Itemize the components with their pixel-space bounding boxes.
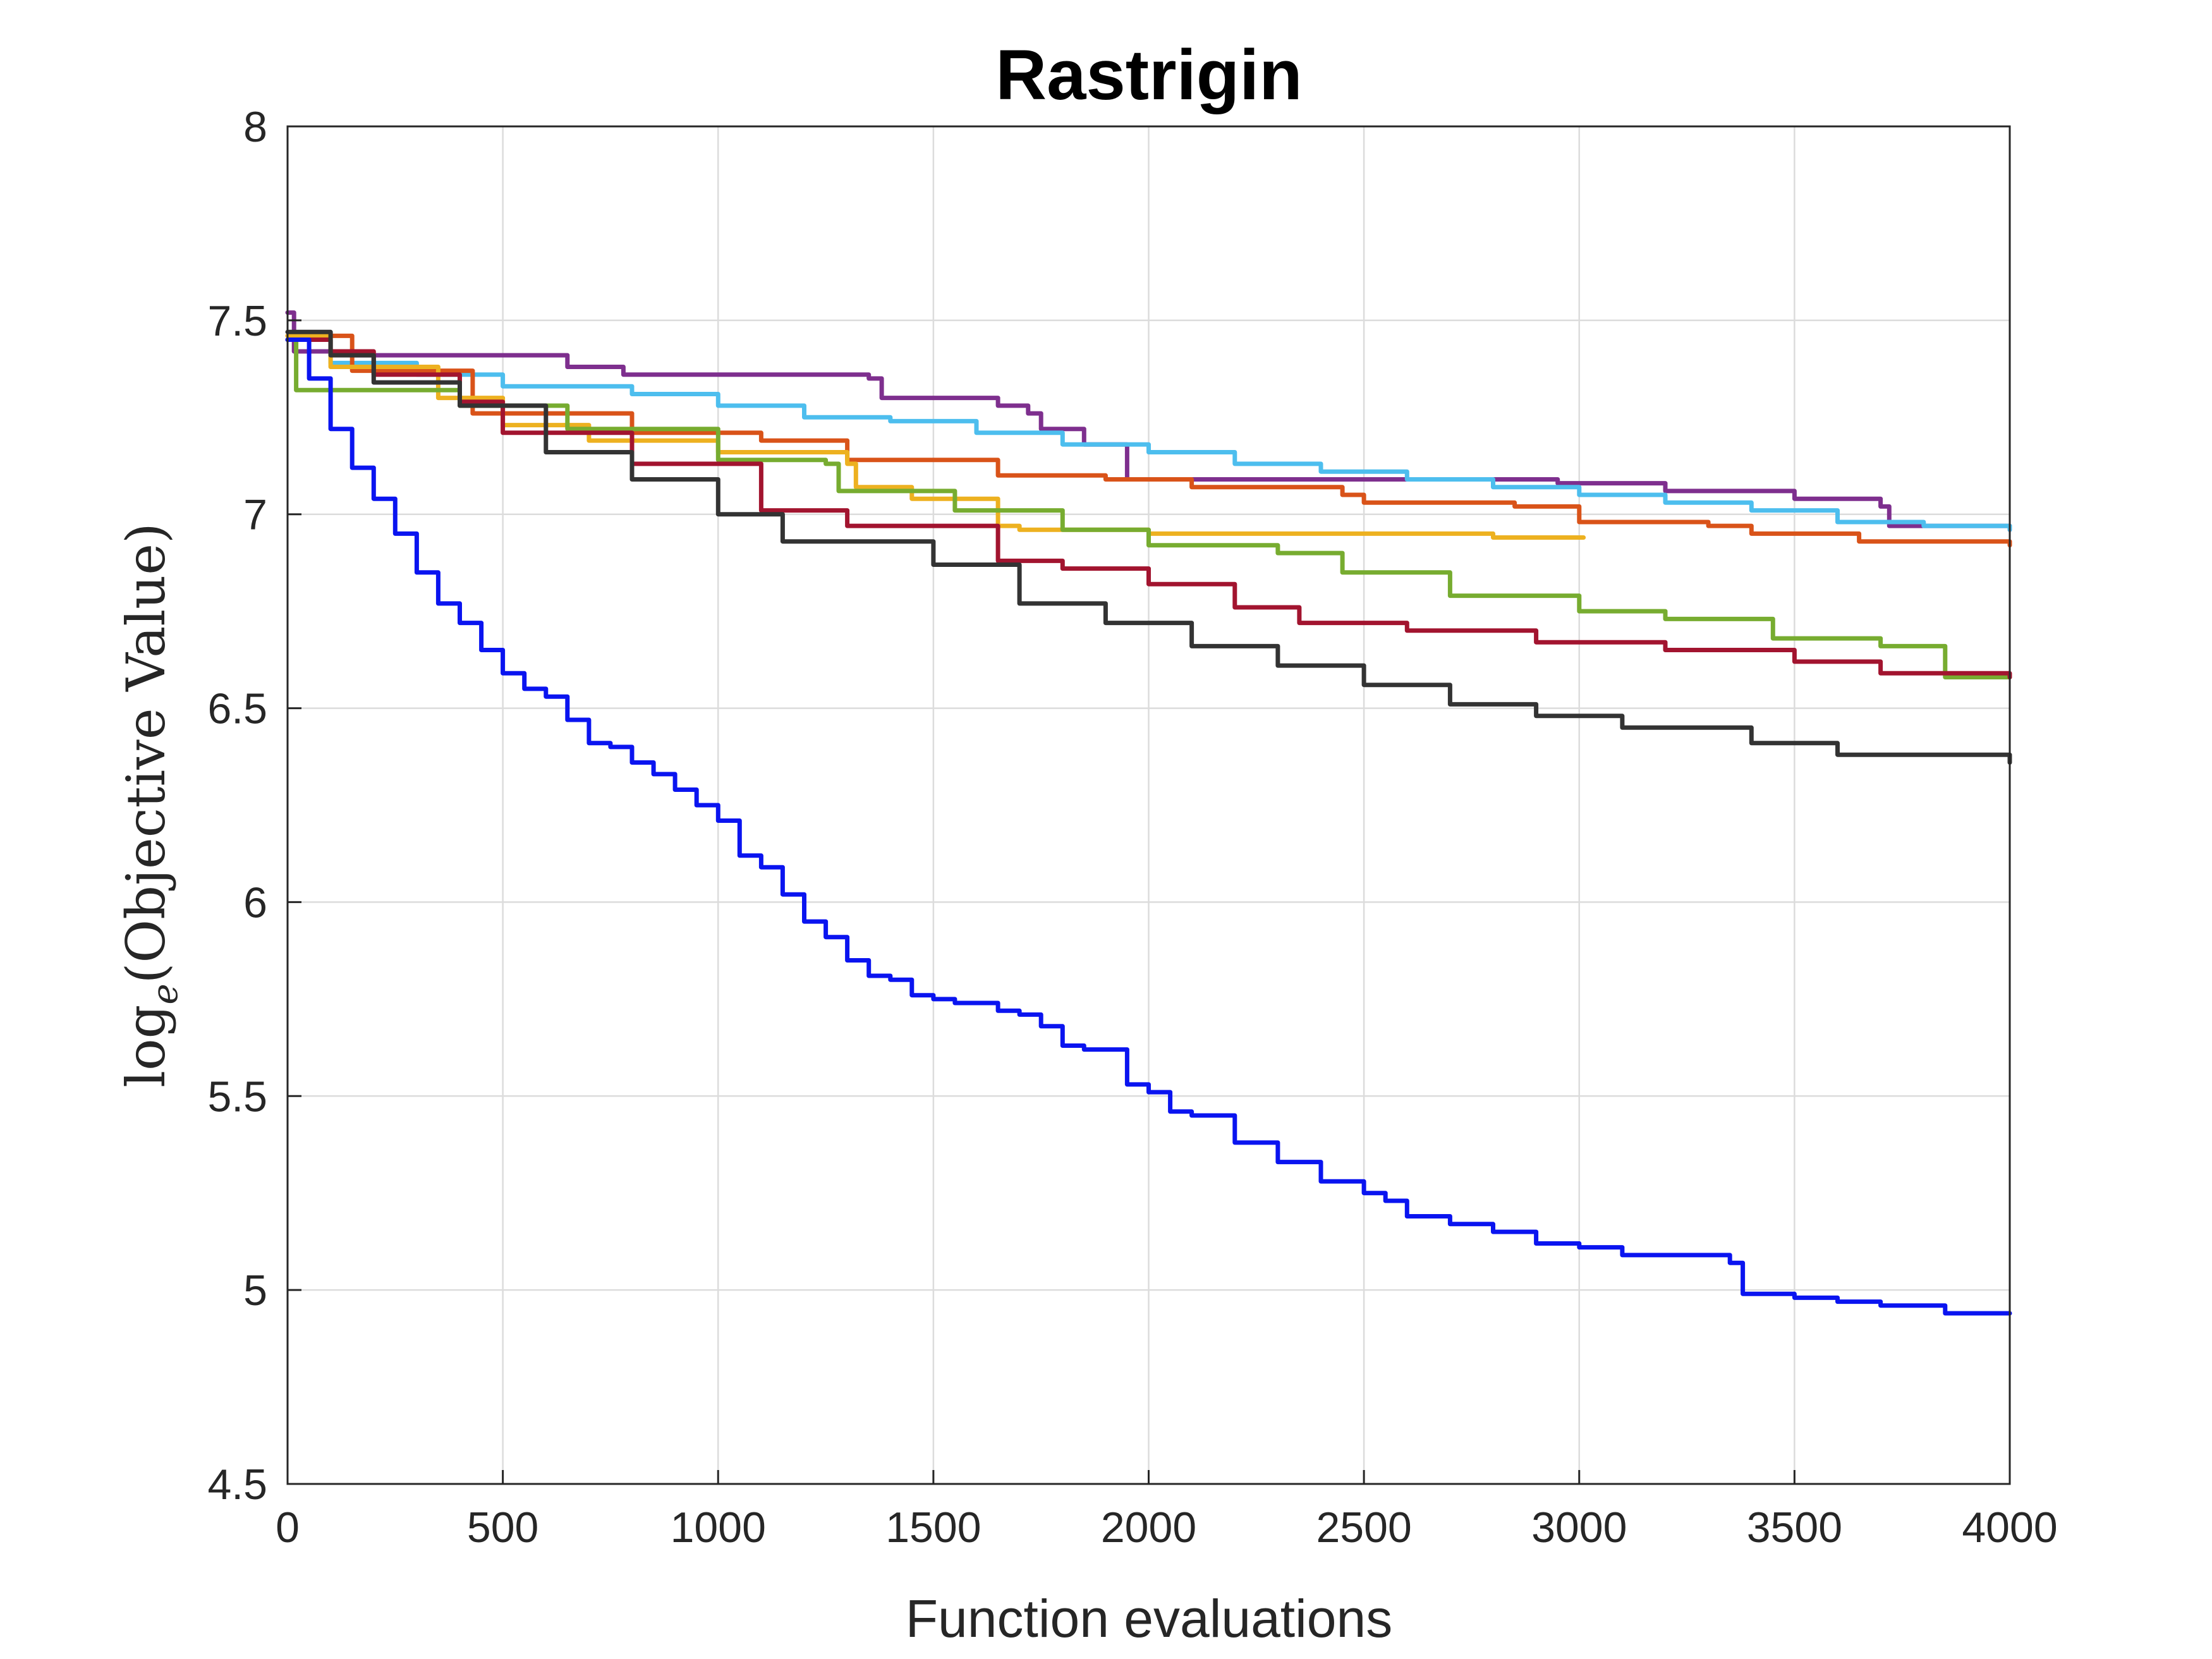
y-tick-label: 8 — [243, 103, 267, 151]
y-tick-label: 5 — [243, 1267, 267, 1315]
y-tick-label: 7 — [243, 491, 267, 539]
x-tick-label: 4000 — [1962, 1504, 2057, 1552]
x-tick-label: 0 — [276, 1504, 300, 1552]
grid — [288, 126, 2010, 1484]
chart-title: Rastrigin — [995, 35, 1302, 114]
series-line-5 — [285, 337, 2012, 679]
y-tick-label: 5.5 — [207, 1073, 267, 1121]
y-axis-label-log: log — [115, 1005, 177, 1088]
y-axis-label-subscript: e — [145, 983, 186, 1004]
series-line-1 — [285, 310, 2012, 532]
series-line-2 — [285, 337, 2012, 532]
y-axis-label-text: (Objective Value) — [115, 523, 177, 983]
series-line-4 — [285, 333, 1586, 540]
series-line-7 — [285, 329, 2012, 765]
series-line-8 — [285, 337, 2012, 1316]
x-tick-label: 1000 — [671, 1504, 766, 1552]
y-tick-label: 4.5 — [207, 1461, 267, 1509]
x-tick-label: 2000 — [1101, 1504, 1196, 1552]
y-tick-label: 7.5 — [207, 297, 267, 345]
y-tick-label: 6.5 — [207, 685, 267, 733]
x-tick-label: 500 — [467, 1504, 538, 1552]
x-axis-label: Function evaluations — [906, 1589, 1392, 1648]
y-tick-label: 6 — [243, 878, 267, 927]
x-tick-label: 3500 — [1747, 1504, 1842, 1552]
x-tick-label: 3000 — [1531, 1504, 1627, 1552]
series-lines — [285, 310, 2012, 1316]
series-line-3 — [285, 333, 2012, 548]
ticks: 0 500 1000 1500 2000 2500 3000 3500 4000 4.5 5 5.5 6… — [207, 103, 2057, 1552]
y-axis-label: loge(Objective Value) — [115, 523, 186, 1088]
x-tick-label: 2500 — [1316, 1504, 1411, 1552]
y-axis-label-group: loge(Objective Value) — [115, 523, 186, 1088]
x-tick-label: 1500 — [885, 1504, 981, 1552]
